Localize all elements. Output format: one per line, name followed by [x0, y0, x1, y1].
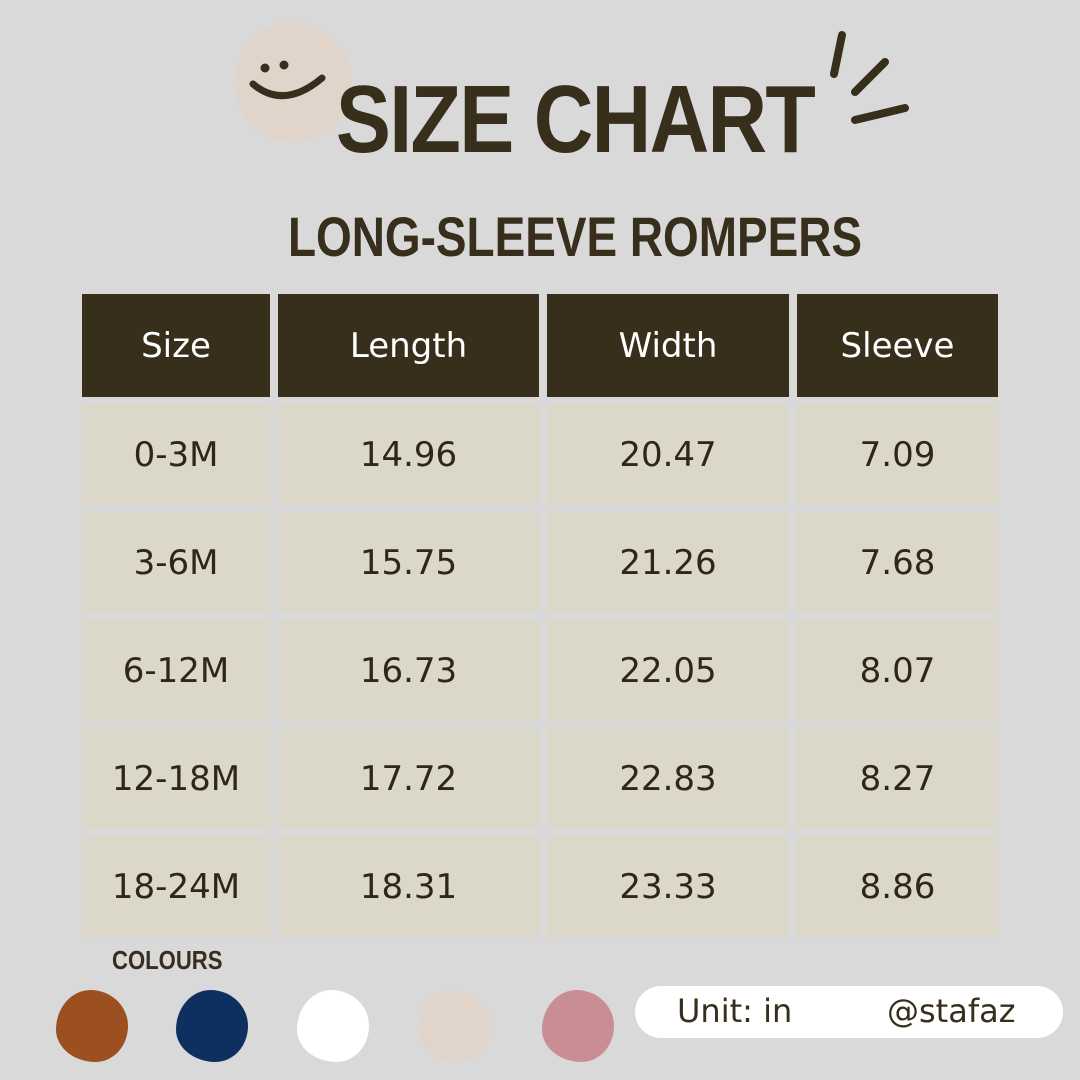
table-cell: 3-6M: [82, 513, 270, 613]
sparkle-lines-icon: [830, 31, 909, 124]
handle-label: @stafaz: [887, 992, 1016, 1030]
page-subtitle: LONG-SLEEVE ROMPERS: [287, 205, 863, 268]
table-cell: 15.75: [278, 513, 539, 613]
header-cell: Width: [547, 294, 789, 397]
table-cell: 12-18M: [82, 729, 270, 829]
table-cell: 22.83: [547, 729, 789, 829]
page-title: SIZE CHART: [335, 66, 816, 173]
colour-swatch: [297, 990, 369, 1062]
table-cell: 17.72: [278, 729, 539, 829]
colours-label: COLOURS: [112, 945, 223, 975]
table-cell: 18.31: [278, 837, 539, 937]
table-cell: 8.27: [797, 729, 998, 829]
colour-swatch: [56, 990, 128, 1062]
table-cell: 8.86: [797, 837, 998, 937]
table-cell: 23.33: [547, 837, 789, 937]
table-cell: 14.96: [278, 404, 539, 505]
unit-label: Unit: in: [677, 992, 793, 1030]
smiley-face-icon: [234, 22, 352, 142]
table-cell: 7.09: [797, 404, 998, 505]
table-cell: 7.68: [797, 513, 998, 613]
table-cell: 18-24M: [82, 837, 270, 937]
header-cell: Sleeve: [797, 294, 998, 397]
colour-swatch: [418, 990, 490, 1062]
colour-swatch: [542, 990, 614, 1062]
colour-swatch: [176, 990, 248, 1062]
header-cell: Size: [82, 294, 270, 397]
table-cell: 20.47: [547, 404, 789, 505]
table-cell: 16.73: [278, 621, 539, 721]
table-cell: 8.07: [797, 621, 998, 721]
header-cell: Length: [278, 294, 539, 397]
info-pill: Unit: in @stafaz: [635, 986, 1063, 1038]
table-cell: 22.05: [547, 621, 789, 721]
table-cell: 0-3M: [82, 404, 270, 505]
table-cell: 21.26: [547, 513, 789, 613]
table-cell: 6-12M: [82, 621, 270, 721]
